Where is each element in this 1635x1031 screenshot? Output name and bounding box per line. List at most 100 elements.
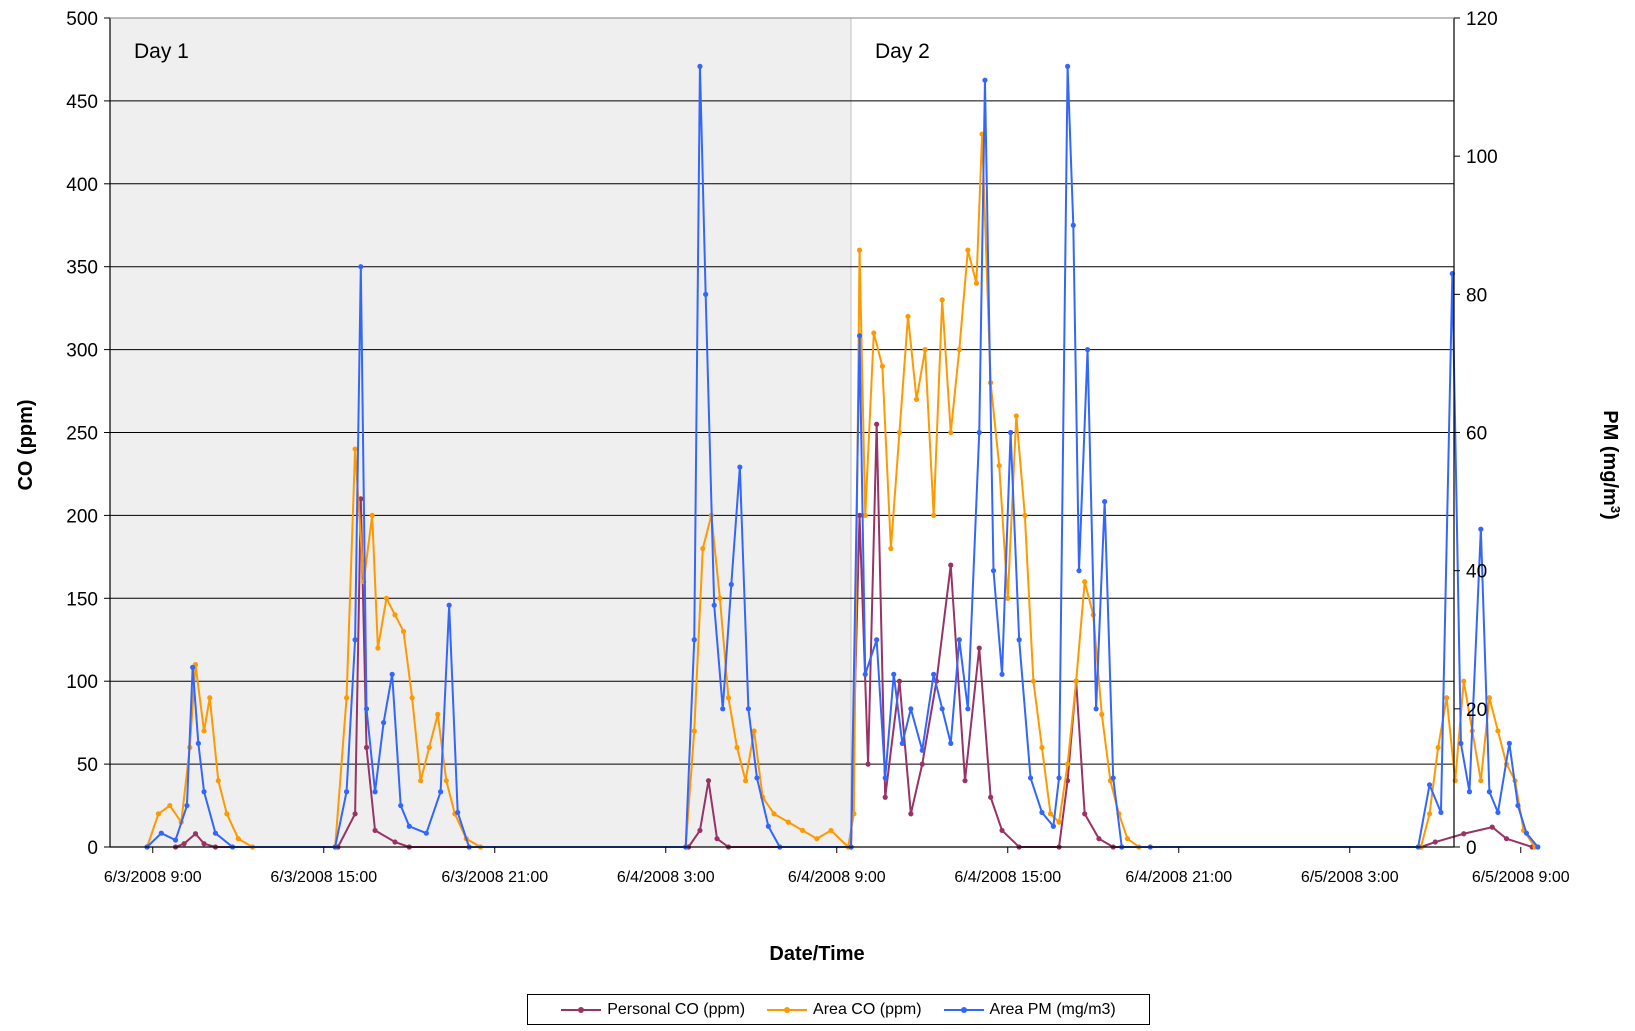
legend-swatch-personal-co bbox=[561, 1005, 602, 1015]
data-point-area-co bbox=[856, 247, 863, 253]
data-point-area-co bbox=[785, 819, 791, 825]
legend-item-area-pm: Area PM (mg/m3) bbox=[943, 1001, 1116, 1019]
data-point-area-co bbox=[939, 297, 945, 303]
data-point-area-pm bbox=[990, 568, 997, 574]
data-point-personal-co bbox=[976, 645, 982, 651]
data-point-area-co bbox=[1124, 836, 1131, 842]
data-point-area-co bbox=[896, 429, 903, 436]
data-point-area-co bbox=[965, 247, 971, 253]
data-point-area-co bbox=[167, 802, 173, 809]
data-point-area-co bbox=[224, 811, 230, 817]
data-point-area-pm bbox=[999, 671, 1005, 677]
data-point-area-co bbox=[1082, 579, 1088, 585]
data-point-personal-co bbox=[372, 827, 378, 834]
data-point-personal-co bbox=[1489, 824, 1495, 830]
legend-label-personal-co: Personal CO (ppm) bbox=[607, 1000, 746, 1018]
data-point-area-pm bbox=[931, 671, 937, 677]
data-point-area-pm bbox=[158, 830, 164, 836]
data-point-area-pm bbox=[1039, 809, 1045, 816]
data-point-area-pm bbox=[212, 830, 219, 836]
data-point-area-pm bbox=[1110, 775, 1116, 781]
data-point-area-pm bbox=[201, 789, 207, 795]
data-point-area-pm bbox=[1426, 782, 1433, 788]
data-point-area-co bbox=[235, 836, 241, 842]
data-point-personal-co bbox=[948, 562, 954, 568]
data-point-personal-co bbox=[714, 836, 720, 842]
data-point-area-pm bbox=[939, 706, 945, 712]
data-point-area-co bbox=[1005, 595, 1011, 601]
data-point-area-co bbox=[409, 695, 415, 701]
data-point-area-co bbox=[435, 711, 441, 717]
data-point-area-pm bbox=[1056, 775, 1062, 781]
legend-label-area-co: Area CO (ppm) bbox=[813, 1000, 922, 1018]
data-point-area-pm bbox=[754, 775, 760, 781]
data-point-area-co bbox=[828, 827, 834, 834]
y-left-tick-label: 500 bbox=[66, 9, 98, 30]
legend: Personal CO (ppm) Area CO (ppm) Area PM … bbox=[527, 994, 1150, 1025]
data-point-area-pm bbox=[691, 637, 697, 643]
data-point-area-co bbox=[426, 744, 432, 751]
data-point-area-pm bbox=[862, 671, 868, 677]
data-point-area-co bbox=[418, 778, 424, 784]
data-point-area-pm bbox=[372, 789, 378, 795]
data-point-area-pm bbox=[172, 837, 179, 843]
data-point-area-co bbox=[888, 545, 894, 552]
data-point-area-pm bbox=[389, 671, 395, 677]
data-point-area-pm bbox=[438, 789, 444, 795]
data-point-area-co bbox=[383, 595, 390, 601]
data-point-area-co bbox=[814, 836, 820, 842]
data-point-area-pm bbox=[1008, 429, 1014, 436]
data-point-area-co bbox=[862, 512, 868, 519]
y-right-tick-label: 40 bbox=[1466, 562, 1487, 583]
data-point-area-pm bbox=[195, 740, 201, 746]
data-point-area-pm bbox=[1016, 637, 1022, 643]
x-tick-label: 6/3/2008 21:00 bbox=[441, 869, 548, 886]
data-point-personal-co bbox=[1503, 836, 1510, 842]
data-point-area-co bbox=[734, 744, 740, 751]
y-left-tick-label: 400 bbox=[66, 175, 98, 196]
y-left-tick-label: 250 bbox=[66, 424, 98, 445]
data-point-area-pm bbox=[398, 802, 404, 809]
data-point-area-co bbox=[717, 595, 723, 601]
data-point-area-pm bbox=[1050, 823, 1056, 829]
data-point-area-pm bbox=[190, 664, 196, 670]
data-point-area-pm bbox=[728, 581, 734, 588]
axis-layer: 0 50 100 150 200 250 300 350 400 450 500 0 20 40 60 80 1… bbox=[66, 9, 1569, 886]
data-point-area-co bbox=[742, 778, 749, 784]
data-point-area-pm bbox=[1486, 789, 1492, 795]
x-tick-label: 6/4/2008 15:00 bbox=[954, 869, 1061, 886]
data-point-area-pm bbox=[1458, 740, 1464, 746]
data-point-area-co bbox=[1452, 778, 1458, 784]
data-point-area-pm bbox=[1027, 775, 1034, 781]
data-point-area-pm bbox=[874, 637, 880, 643]
data-point-personal-co bbox=[358, 496, 364, 502]
y-left-tick-label: 200 bbox=[66, 506, 98, 527]
y-left-tick-label: 300 bbox=[66, 341, 98, 362]
data-point-area-pm bbox=[965, 706, 971, 712]
data-point-area-co bbox=[1478, 778, 1484, 784]
y-left-tick-label: 450 bbox=[66, 92, 98, 113]
data-point-personal-co bbox=[201, 841, 207, 847]
data-point-area-pm bbox=[1535, 844, 1541, 850]
data-point-area-co bbox=[1426, 811, 1433, 817]
y-right-tick-label: 100 bbox=[1466, 147, 1498, 168]
legend-swatch-area-pm bbox=[943, 1005, 984, 1015]
data-point-area-co bbox=[1435, 744, 1441, 751]
legend-swatch-area-co bbox=[767, 1005, 808, 1015]
x-tick-label: 6/3/2008 9:00 bbox=[104, 869, 202, 886]
data-point-area-co bbox=[1486, 695, 1492, 701]
x-tick-label: 6/4/2008 21:00 bbox=[1125, 869, 1232, 886]
data-point-area-co bbox=[1099, 711, 1105, 717]
data-point-area-pm bbox=[1478, 526, 1484, 532]
data-point-area-co bbox=[1444, 695, 1450, 701]
data-point-area-pm bbox=[1102, 498, 1108, 505]
data-point-area-pm bbox=[406, 823, 412, 829]
day-label: Day 1 bbox=[134, 40, 189, 63]
data-point-personal-co bbox=[856, 512, 863, 519]
data-point-area-co bbox=[400, 628, 407, 635]
data-point-area-pm bbox=[352, 637, 358, 643]
data-point-personal-co bbox=[865, 761, 871, 767]
data-point-area-co bbox=[922, 347, 928, 353]
legend-item-personal-co: Personal CO (ppm) bbox=[561, 1001, 745, 1019]
data-point-area-co bbox=[392, 612, 398, 618]
